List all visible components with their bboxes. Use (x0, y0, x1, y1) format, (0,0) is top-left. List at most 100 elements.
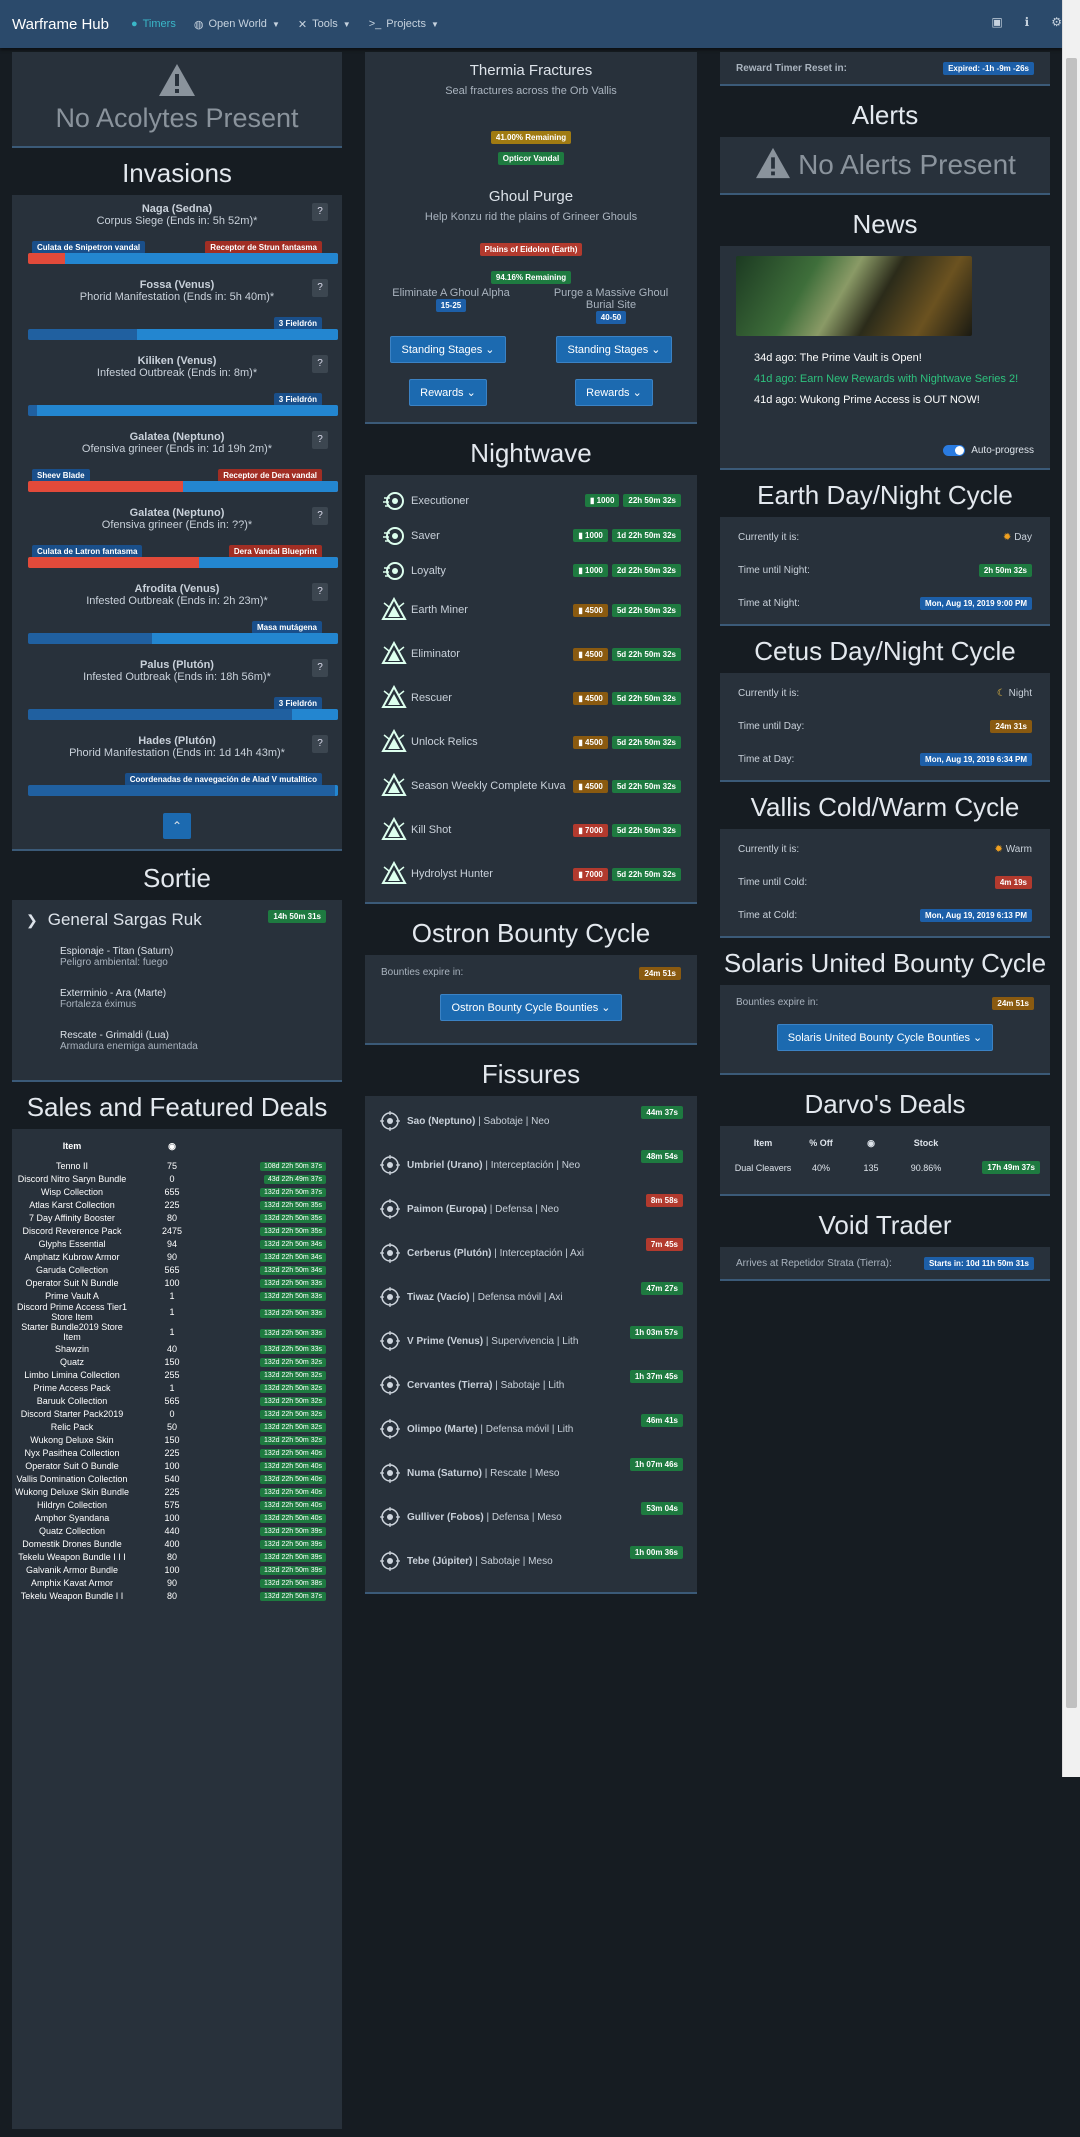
help-icon[interactable]: ? (312, 431, 328, 449)
standing-stages-label: Standing Stages (401, 344, 483, 356)
sales-row: Wukong Deluxe Skin Bundle 225 132d 22h 50m… (12, 1485, 342, 1498)
sales-price: 225 (164, 1199, 180, 1210)
baro-label: Arrives at Repetidor Strata (Tierra): (736, 1257, 892, 1269)
sales-row: Wukong Deluxe Skin 150 132d 22h 50m 32s (12, 1433, 342, 1446)
events-card: Thermia Fractures Seal fractures across … (365, 52, 697, 424)
solaris-bounties-label: Solaris United Bounty Cycle Bounties (787, 1032, 970, 1044)
relic-tier-icon (380, 1551, 400, 1571)
brand[interactable]: Warframe Hub (12, 15, 109, 33)
toggle-switch[interactable] (943, 445, 966, 456)
help-icon[interactable]: ? (312, 735, 328, 753)
ghoul-job: Eliminate A Ghoul Alpha 15-25 (381, 287, 521, 324)
invasion-item: Hades (Plutón) Phorid Manifestation (Ends… (12, 727, 342, 803)
sales-price: 565 (164, 1264, 180, 1275)
nightwave-standing: ▮ 1000 (573, 564, 608, 577)
help-icon[interactable]: ? (312, 507, 328, 525)
sales-price: 100 (164, 1277, 180, 1288)
baro-card: Arrives at Repetidor Strata (Tierra): St… (720, 1247, 1050, 1281)
sales-item: Glyphs Essential (38, 1238, 106, 1249)
fissure-node: Sao (Neptuno) (407, 1116, 476, 1127)
scrollbar[interactable] (1062, 0, 1080, 1777)
rewards-button[interactable]: Rewards ⌄ (575, 379, 653, 406)
darvo-row: Dual Cleavers 40% 135 90.86% 17h 49m 37s (730, 1161, 1040, 1174)
gear-icon[interactable]: ⚙ (1051, 15, 1062, 29)
help-icon[interactable]: ? (312, 279, 328, 297)
news-item[interactable]: 41d ago: Wukong Prime Access is OUT NOW! (754, 394, 980, 406)
help-icon[interactable]: ? (312, 355, 328, 373)
sales-time: 132d 22h 50m 39s (260, 1553, 326, 1562)
sales-row: Vallis Domination Collection 540 132d 22h … (12, 1472, 342, 1485)
thermia-title: Thermia Fractures (469, 62, 593, 79)
sales-time: 132d 22h 50m 32s (260, 1371, 326, 1380)
chevron-down-icon: ⌄ (632, 387, 642, 399)
news-item[interactable]: 41d ago: Earn New Rewards with Nightwave… (754, 373, 1019, 385)
nav-projects[interactable]: >_ Projects ▼ (369, 18, 439, 30)
clock-icon: ● (130, 18, 138, 30)
sales-time: 108d 22h 50m 37s (260, 1162, 326, 1171)
scrollbar-thumb[interactable] (1066, 58, 1077, 1708)
nightwave-standing: ▮ 7000 (573, 867, 608, 881)
earth-current: ✹ Day (1003, 532, 1032, 543)
fissure-time: 1h 00m 36s (629, 1546, 683, 1559)
sales-item: Discord Nitro Saryn Bundle (17, 1173, 127, 1184)
solaris-bounties-button[interactable]: Solaris United Bounty Cycle Bounties ⌄ (776, 1024, 994, 1051)
ostron-label: Bounties expire in: (381, 967, 464, 978)
sales-price: 655 (164, 1186, 180, 1197)
autoprogress-toggle[interactable]: Auto-progress (943, 445, 1034, 456)
nightwave-standing-value: 1000 (585, 531, 603, 540)
nightwave-item: Unlock Relics ▮ 4500 5d 22h 50m 32s (365, 720, 697, 764)
news-title: News (852, 209, 918, 239)
sales-item: Vallis Domination Collection (16, 1473, 128, 1484)
collapse-up-button[interactable]: ⌃ (163, 813, 191, 839)
invasion-progress-bar (28, 253, 338, 264)
fissure-mission: | Defensa | Neo (487, 1204, 559, 1215)
help-icon[interactable]: ? (312, 583, 328, 601)
chevron-down-icon: ⌄ (601, 1002, 611, 1014)
ostron-title: Ostron Bounty Cycle (411, 918, 651, 948)
autoprogress-label: Auto-progress (971, 445, 1034, 456)
sales-row: 7 Day Affinity Booster 80 132d 22h 50m 35s (12, 1211, 342, 1224)
sortie-title: Sortie (143, 863, 211, 893)
standing-icon: ▮ (578, 649, 583, 659)
cetus-at: Mon, Aug 19, 2019 6:34 PM (920, 753, 1032, 766)
standing-stages-button[interactable]: Standing Stages ⌄ (556, 336, 672, 363)
sortie-mission-name: Espionaje - Titan (Saturn) (60, 946, 174, 957)
earth-until: 2h 50m 32s (978, 564, 1032, 577)
sales-card: Item ◉ Tenno II 75 108d 22h 50m 37s Discord… (12, 1129, 342, 2129)
invasion-reward-left: Sheev Blade (32, 469, 90, 482)
standing-stages-button[interactable]: Standing Stages ⌄ (390, 336, 506, 363)
chat-icon[interactable]: ▣ (991, 15, 1003, 29)
fissures-title: Fissures (481, 1059, 581, 1089)
news-item[interactable]: 34d ago: The Prime Vault is Open! (754, 352, 922, 364)
fissure-mission: | Defensa móvil | Lith (477, 1424, 574, 1435)
acolytes-empty: No Acolytes Present (55, 103, 299, 133)
nightwave-item: Earth Miner ▮ 4500 5d 22h 50m 32s (365, 588, 697, 632)
sales-row: Baruuk Collection 565 132d 22h 50m 32s (12, 1394, 342, 1407)
relic-tier-icon (380, 1375, 400, 1395)
ostron-bounties-button[interactable]: Ostron Bounty Cycle Bounties ⌄ (440, 994, 622, 1021)
nightwave-item: Loyalty ▮ 1000 2d 22h 50m 32s (365, 553, 697, 588)
sales-row: Relic Pack 50 132d 22h 50m 32s (12, 1420, 342, 1433)
nav-tools[interactable]: ✕ Tools ▼ (298, 18, 351, 31)
nightwave-weekly-icon (381, 861, 407, 884)
nightwave-standing: ▮ 4500 (573, 779, 608, 793)
help-icon[interactable]: ? (312, 203, 328, 221)
fissure-time: 8m 58s (645, 1194, 683, 1207)
standing-icon: ▮ (578, 737, 583, 747)
fissure-time: 1h 37m 45s (629, 1370, 683, 1383)
earth-current-value: Day (1014, 532, 1032, 543)
invasion-item: Galatea (Neptuno) Ofensiva grineer (Ends … (12, 423, 342, 499)
sales-row: Tekelu Weapon Bundle I I I 80 132d 22h 50m… (12, 1550, 342, 1563)
nav-timers[interactable]: ● Timers (131, 18, 176, 30)
nightwave-time: 5d 22h 50m 32s (611, 603, 681, 617)
invasion-reward-left: Culata de Snipetron vandal (32, 241, 146, 254)
chevron-down-icon: ⌄ (485, 344, 495, 356)
info-icon[interactable]: ℹ (1024, 15, 1030, 29)
help-icon[interactable]: ? (312, 659, 328, 677)
sales-item: Limbo Limina Collection (24, 1369, 120, 1380)
sales-time: 132d 22h 50m 40s (260, 1488, 326, 1497)
nav-open-world[interactable]: ◍ Open World ▼ (194, 18, 280, 31)
news-image[interactable] (736, 256, 972, 336)
rewards-button[interactable]: Rewards ⌄ (409, 379, 487, 406)
fissure-node: Tiwaz (Vacío) (407, 1292, 470, 1303)
